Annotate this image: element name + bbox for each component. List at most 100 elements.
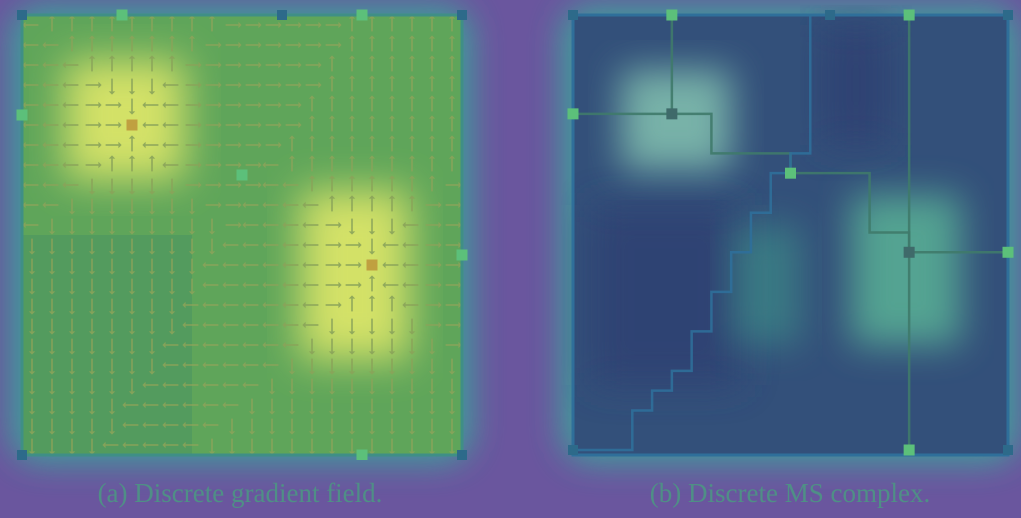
gradient-arrow xyxy=(28,338,36,355)
gradient-arrow xyxy=(108,358,116,375)
gradient-arrow xyxy=(162,101,179,109)
gradient-arrow xyxy=(225,201,242,209)
gradient-arrow xyxy=(128,55,136,72)
gradient-arrow xyxy=(228,418,236,435)
peak-glow xyxy=(65,60,185,180)
gradient-arrow xyxy=(242,201,259,209)
gradient-arrow xyxy=(242,241,259,249)
gradient-arrow xyxy=(448,378,456,395)
gradient-arrow xyxy=(42,121,59,129)
gradient-arrow xyxy=(225,181,242,189)
gradient-arrow xyxy=(202,281,219,289)
gradient-arrow xyxy=(408,35,416,52)
gradient-arrow xyxy=(168,238,176,255)
gradient-arrow xyxy=(68,278,76,295)
gradient-arrow xyxy=(68,298,76,315)
gradient-arrow xyxy=(348,135,356,152)
gradient-arrow xyxy=(222,281,239,289)
gradient-arrow xyxy=(202,341,219,349)
gradient-arrow xyxy=(205,61,222,69)
gradient-arrow xyxy=(328,318,336,335)
gradient-arrow xyxy=(448,55,456,72)
gradient-arrow xyxy=(245,101,262,109)
gradient-arrow xyxy=(262,341,279,349)
gradient-arrow xyxy=(148,155,156,172)
gradient-arrow xyxy=(162,441,179,449)
gradient-arrow xyxy=(445,241,462,249)
gradient-arrow xyxy=(88,258,96,275)
gradient-arrow xyxy=(348,398,356,415)
gradient-arrow xyxy=(222,401,239,409)
gradient-arrow xyxy=(308,398,316,415)
gradient-arrow xyxy=(328,358,336,375)
peak-glow xyxy=(851,195,961,345)
gradient-arrow xyxy=(205,141,222,149)
gradient-arrow xyxy=(388,398,396,415)
gradient-arrow xyxy=(262,181,279,189)
gradient-arrow xyxy=(242,321,259,329)
gradient-arrow xyxy=(62,121,79,129)
gradient-arrow xyxy=(148,15,156,32)
gradient-arrow xyxy=(188,15,196,32)
gradient-arrow xyxy=(245,121,262,129)
gradient-arrow xyxy=(42,81,59,89)
gradient-arrow xyxy=(408,195,416,212)
gradient-arrow xyxy=(108,318,116,335)
gradient-arrow xyxy=(328,398,336,415)
gradient-arrow xyxy=(162,341,179,349)
gradient-arrow xyxy=(445,321,462,329)
gradient-arrow xyxy=(448,115,456,132)
gradient-arrow xyxy=(428,155,436,172)
gradient-arrow xyxy=(142,101,159,109)
gradient-arrow xyxy=(448,35,456,52)
gradient-arrow xyxy=(268,418,276,435)
gradient-arrow xyxy=(148,218,156,235)
gradient-arrow xyxy=(225,161,242,169)
gradient-arrow xyxy=(245,141,262,149)
gradient-arrow xyxy=(388,438,396,455)
gradient-arrow xyxy=(245,161,262,169)
gradient-arrow xyxy=(28,398,36,415)
gradient-arrow xyxy=(108,378,116,395)
gradient-arrow xyxy=(148,78,156,95)
gradient-arrow xyxy=(225,21,242,29)
gradient-arrow xyxy=(302,201,319,209)
gradient-arrow xyxy=(225,221,242,229)
gradient-arrow xyxy=(368,35,376,52)
gradient-arrow xyxy=(48,438,56,455)
gradient-arrow xyxy=(205,121,222,129)
gradient-arrow xyxy=(282,201,299,209)
gradient-arrow xyxy=(448,15,456,32)
gradient-arrow xyxy=(448,398,456,415)
minimum-node xyxy=(568,445,578,455)
gradient-arrow xyxy=(42,41,59,49)
gradient-arrow xyxy=(425,301,442,309)
gradient-arrow xyxy=(325,281,342,289)
gradient-arrow xyxy=(262,201,279,209)
gradient-arrow xyxy=(388,75,396,92)
gradient-arrow xyxy=(22,201,39,209)
gradient-arrow xyxy=(288,358,296,375)
gradient-arrow xyxy=(182,441,199,449)
minimum-node xyxy=(17,10,27,20)
gradient-arrow xyxy=(328,378,336,395)
gradient-arrow xyxy=(182,361,199,369)
gradient-arrow xyxy=(105,101,122,109)
gradient-arrow xyxy=(128,15,136,32)
gradient-arrow xyxy=(68,358,76,375)
gradient-arrow xyxy=(428,75,436,92)
gradient-arrow xyxy=(348,318,356,335)
gradient-arrow xyxy=(388,115,396,132)
gradient-arrow xyxy=(148,298,156,315)
gradient-arrow xyxy=(108,155,116,172)
gradient-arrow xyxy=(88,378,96,395)
gradient-arrow xyxy=(285,121,302,129)
gradient-arrow xyxy=(268,438,276,455)
gradient-arrow xyxy=(328,115,336,132)
gradient-arrow xyxy=(48,238,56,255)
gradient-arrow xyxy=(128,298,136,315)
gradient-arrow xyxy=(202,261,219,269)
gradient-arrow xyxy=(408,398,416,415)
gradient-arrow xyxy=(302,221,319,229)
saddle-node xyxy=(236,169,248,181)
